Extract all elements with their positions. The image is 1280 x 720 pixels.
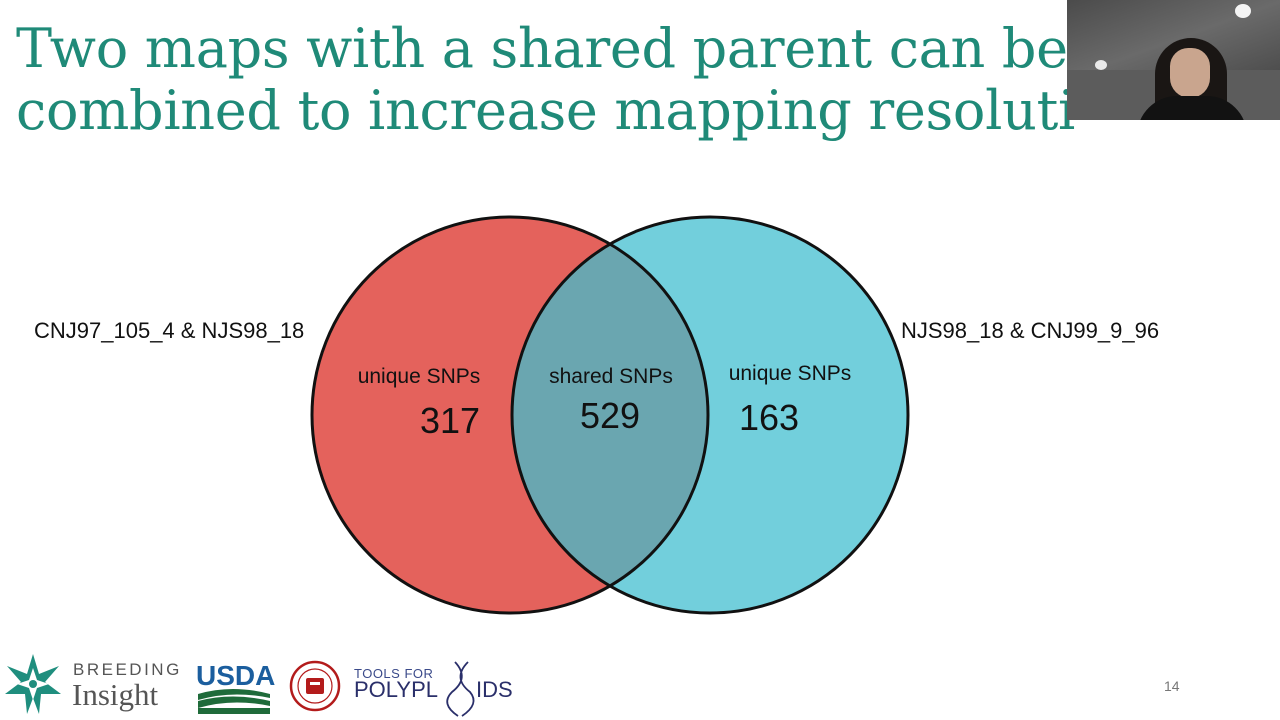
participant-video-icon[interactable] <box>1067 0 1280 120</box>
slide-title: Two maps with a shared parent can be pot… <box>16 18 1076 142</box>
polyploids-text-b: IDS <box>476 677 513 702</box>
right-circle-outline <box>510 215 910 615</box>
usda-logo: USDA <box>196 660 275 714</box>
right-region-label: unique SNPs <box>729 362 852 385</box>
left-region-value: 317 <box>420 400 480 441</box>
polyploids-text-a: POLYPL <box>354 677 438 702</box>
left-region-label: unique SNPs <box>358 365 481 388</box>
shared-region-value: 529 <box>580 395 640 436</box>
ceiling-light <box>1235 4 1251 18</box>
dna-helix-icon <box>446 661 475 717</box>
slide-title-line-1: Two maps with a shared parent can be pot… <box>16 18 1076 80</box>
shared-region-label: shared SNPs <box>549 365 673 388</box>
tools-for-text: TOOLS FOR <box>354 666 433 681</box>
page-number: 14 <box>1164 678 1180 694</box>
breeding-text: BREEDING <box>73 660 182 679</box>
participant-face <box>1170 48 1210 98</box>
tools-for-polyploids-logo: TOOLS FOR POLYPL IDS <box>354 661 513 717</box>
right-region-value: 163 <box>739 397 799 438</box>
left-set-label: CNJ97_105_4 & NJS98_18 <box>34 318 305 343</box>
insight-text: Insight <box>72 677 159 712</box>
ceiling-light <box>1095 60 1107 70</box>
star-emblem-icon <box>5 654 61 714</box>
breeding-insight-logo: BREEDING Insight <box>5 654 182 714</box>
usda-text: USDA <box>196 660 275 691</box>
slide-title-line-2: combined to increase mapping resolution <box>16 79 1076 142</box>
venn-diagram: unique SNPs 317 shared SNPs 529 unique S… <box>310 215 910 615</box>
right-set-label: NJS98_18 & CNJ99_9_96 <box>901 318 1160 343</box>
overlap-region <box>512 217 708 613</box>
cornell-seal-icon <box>289 660 341 712</box>
left-circle-outline <box>310 215 710 615</box>
footer-logos: BREEDING Insight USDA TOOLS FOR POLYPL I… <box>5 654 513 717</box>
